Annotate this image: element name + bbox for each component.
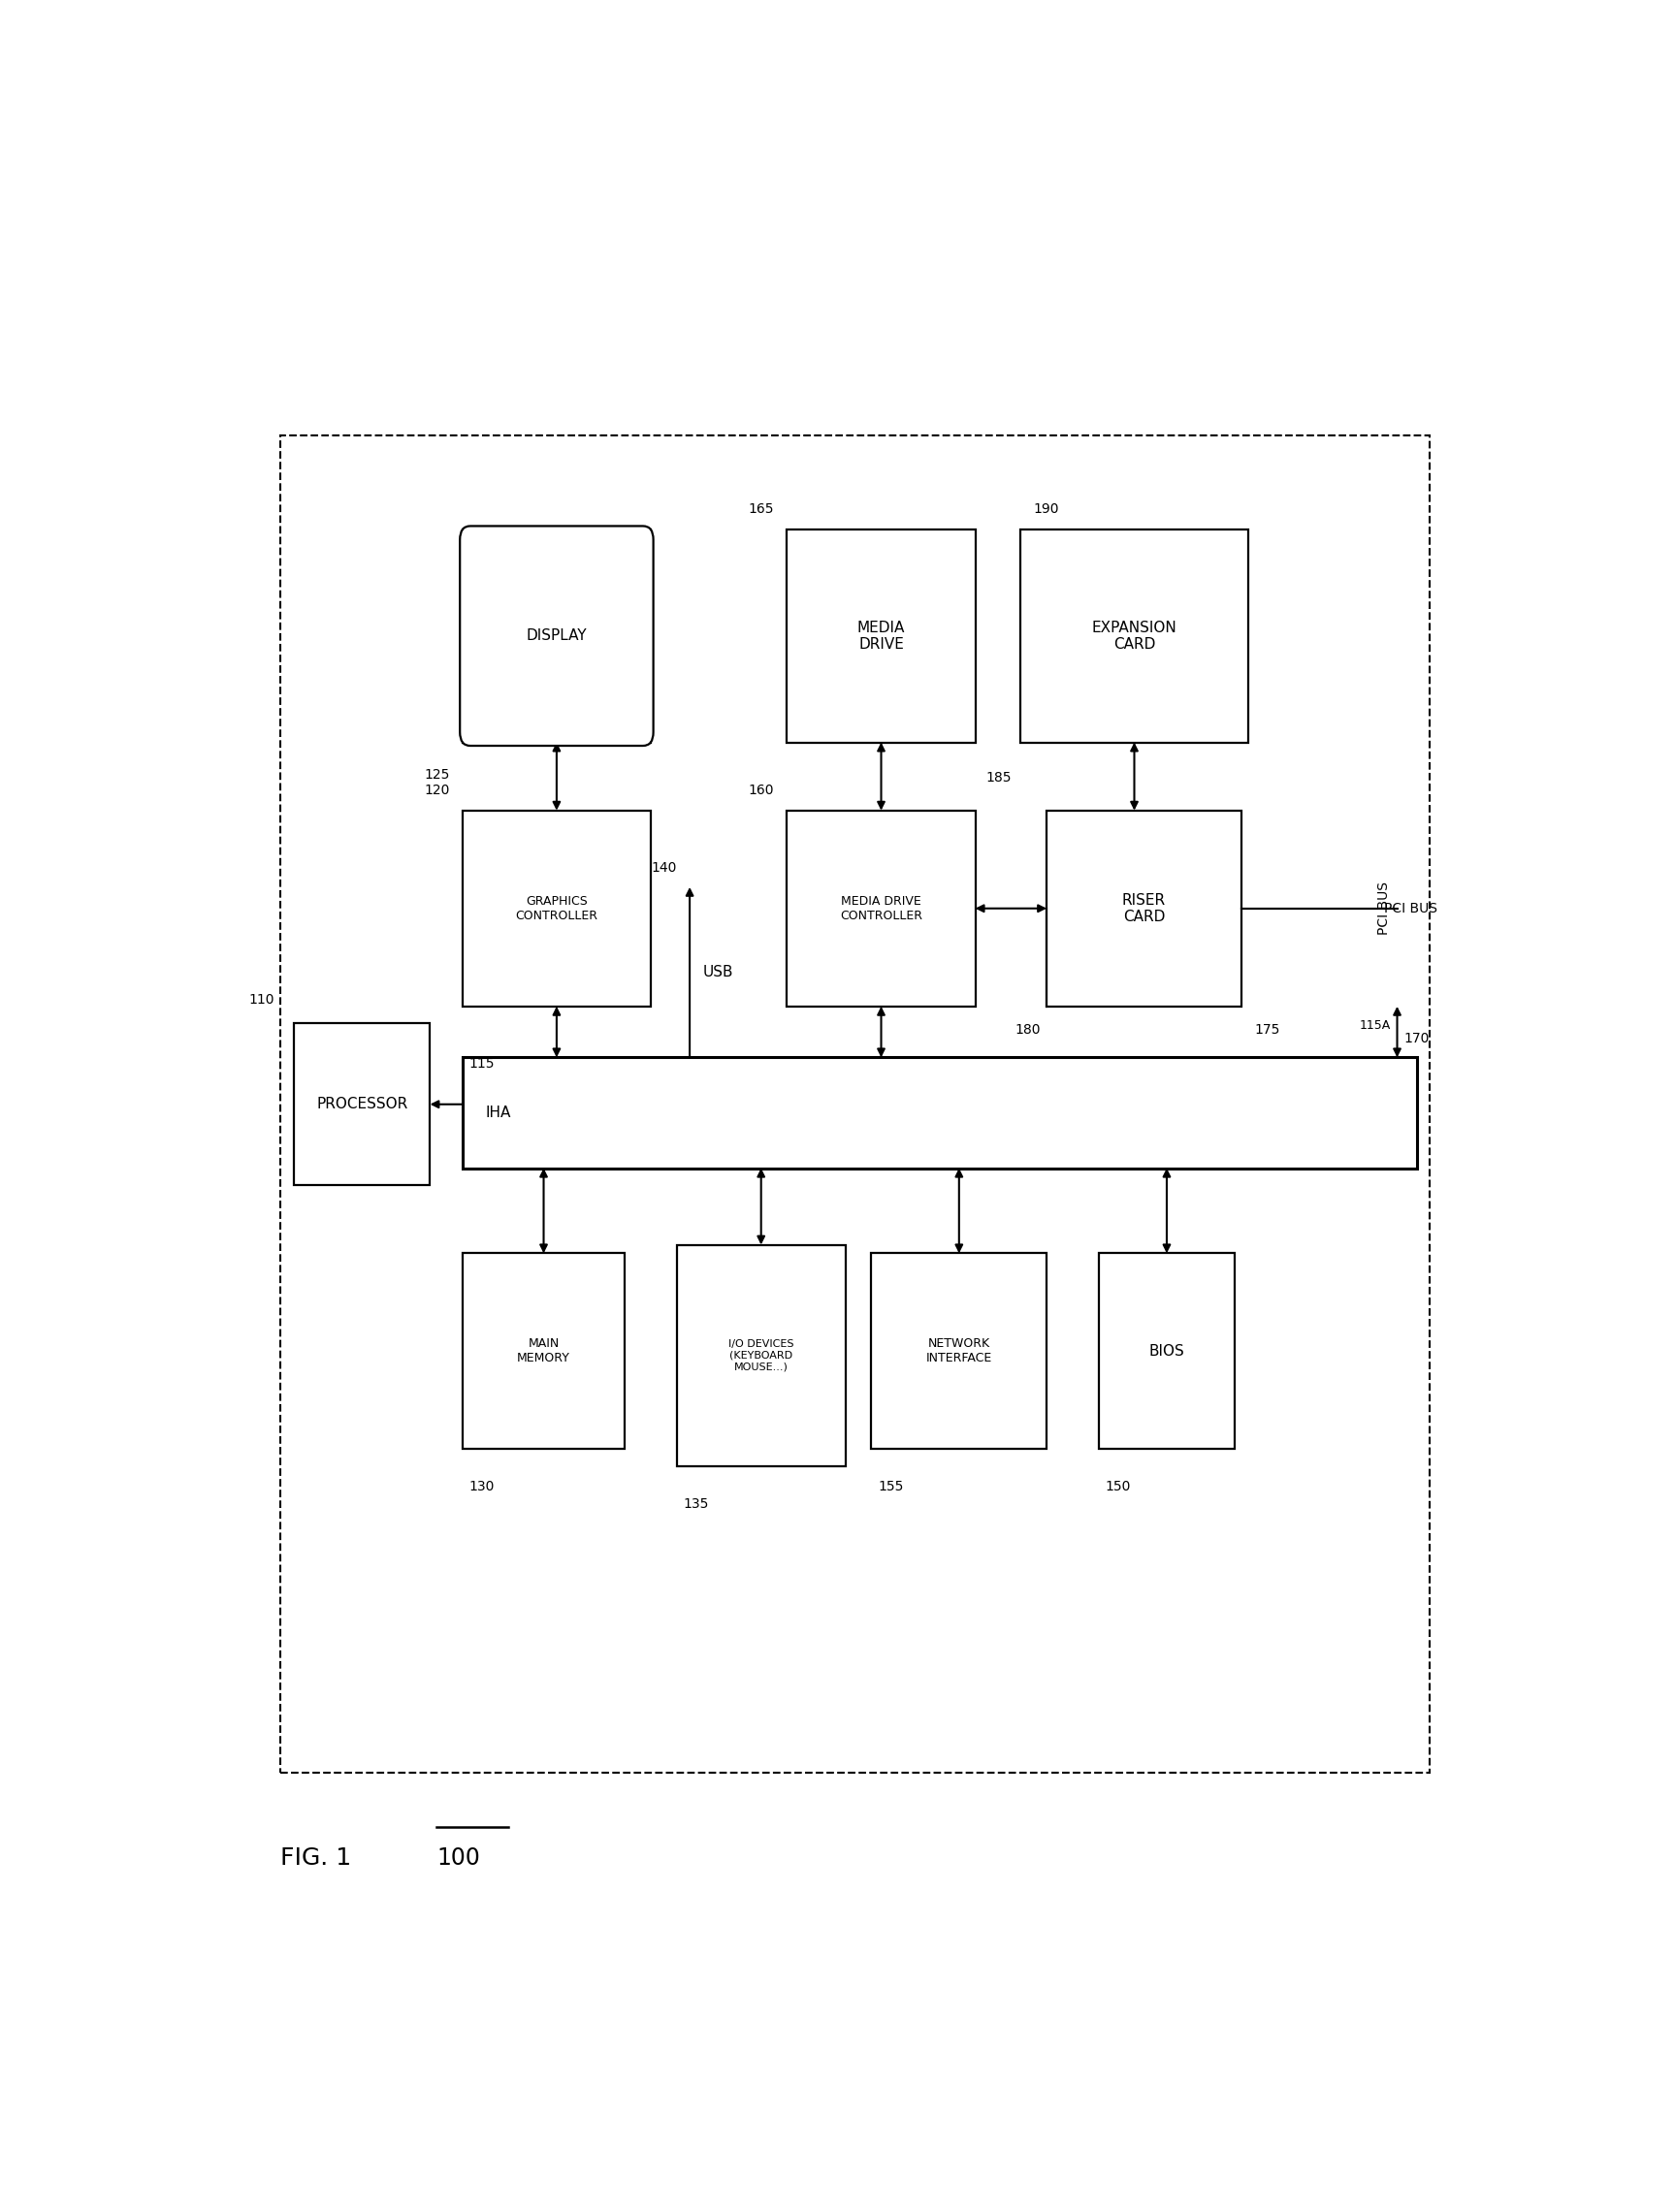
Text: 155: 155 — [878, 1480, 903, 1493]
Bar — [677, 1245, 846, 1467]
Text: I/O DEVICES
(KEYBOARD
MOUSE...): I/O DEVICES (KEYBOARD MOUSE...) — [729, 1340, 794, 1371]
Text: 125: 125 — [424, 768, 449, 781]
Text: NETWORK
INTERFACE: NETWORK INTERFACE — [926, 1338, 992, 1365]
Text: 175: 175 — [1255, 1024, 1280, 1037]
Text: 185: 185 — [985, 772, 1012, 785]
Text: 180: 180 — [1015, 1024, 1040, 1037]
Bar — [462, 529, 650, 743]
Text: 115: 115 — [469, 1057, 494, 1071]
Bar — [871, 1254, 1047, 1449]
Text: 160: 160 — [749, 783, 774, 796]
Text: FIG. 1: FIG. 1 — [281, 1847, 352, 1869]
Text: 140: 140 — [652, 863, 677, 876]
Bar — [1047, 810, 1241, 1006]
Text: MEDIA
DRIVE: MEDIA DRIVE — [858, 619, 904, 653]
Bar — [293, 1024, 430, 1186]
Text: 135: 135 — [683, 1498, 709, 1511]
Text: BIOS: BIOS — [1149, 1345, 1184, 1358]
Text: PCI BUS: PCI BUS — [1377, 883, 1390, 936]
Bar — [1020, 529, 1248, 743]
Text: PROCESSOR: PROCESSOR — [317, 1097, 407, 1113]
Bar — [1099, 1254, 1234, 1449]
Bar — [462, 810, 650, 1006]
Text: 100: 100 — [437, 1847, 481, 1869]
Text: 150: 150 — [1106, 1480, 1131, 1493]
Text: RISER
CARD: RISER CARD — [1122, 894, 1166, 925]
Text: IHA: IHA — [486, 1106, 511, 1119]
Text: 190: 190 — [1033, 502, 1059, 515]
Text: EXPANSION
CARD: EXPANSION CARD — [1092, 619, 1178, 653]
Text: 170: 170 — [1404, 1033, 1429, 1046]
Bar — [787, 810, 975, 1006]
Bar — [281, 436, 1429, 1772]
Text: 165: 165 — [749, 502, 774, 515]
Text: DISPLAY: DISPLAY — [526, 628, 586, 644]
Text: MEDIA DRIVE
CONTROLLER: MEDIA DRIVE CONTROLLER — [839, 896, 923, 922]
Bar — [462, 1057, 1417, 1168]
Text: 120: 120 — [424, 783, 449, 796]
Text: PCI BUS: PCI BUS — [1384, 902, 1437, 916]
Text: USB: USB — [703, 964, 734, 980]
Text: MAIN
MEMORY: MAIN MEMORY — [518, 1338, 570, 1365]
Bar — [787, 529, 975, 743]
Bar — [462, 1254, 625, 1449]
Text: 130: 130 — [469, 1480, 494, 1493]
Text: 110: 110 — [248, 993, 275, 1006]
FancyBboxPatch shape — [461, 526, 653, 745]
Text: 115A: 115A — [1360, 1020, 1390, 1033]
Text: GRAPHICS
CONTROLLER: GRAPHICS CONTROLLER — [516, 896, 598, 922]
